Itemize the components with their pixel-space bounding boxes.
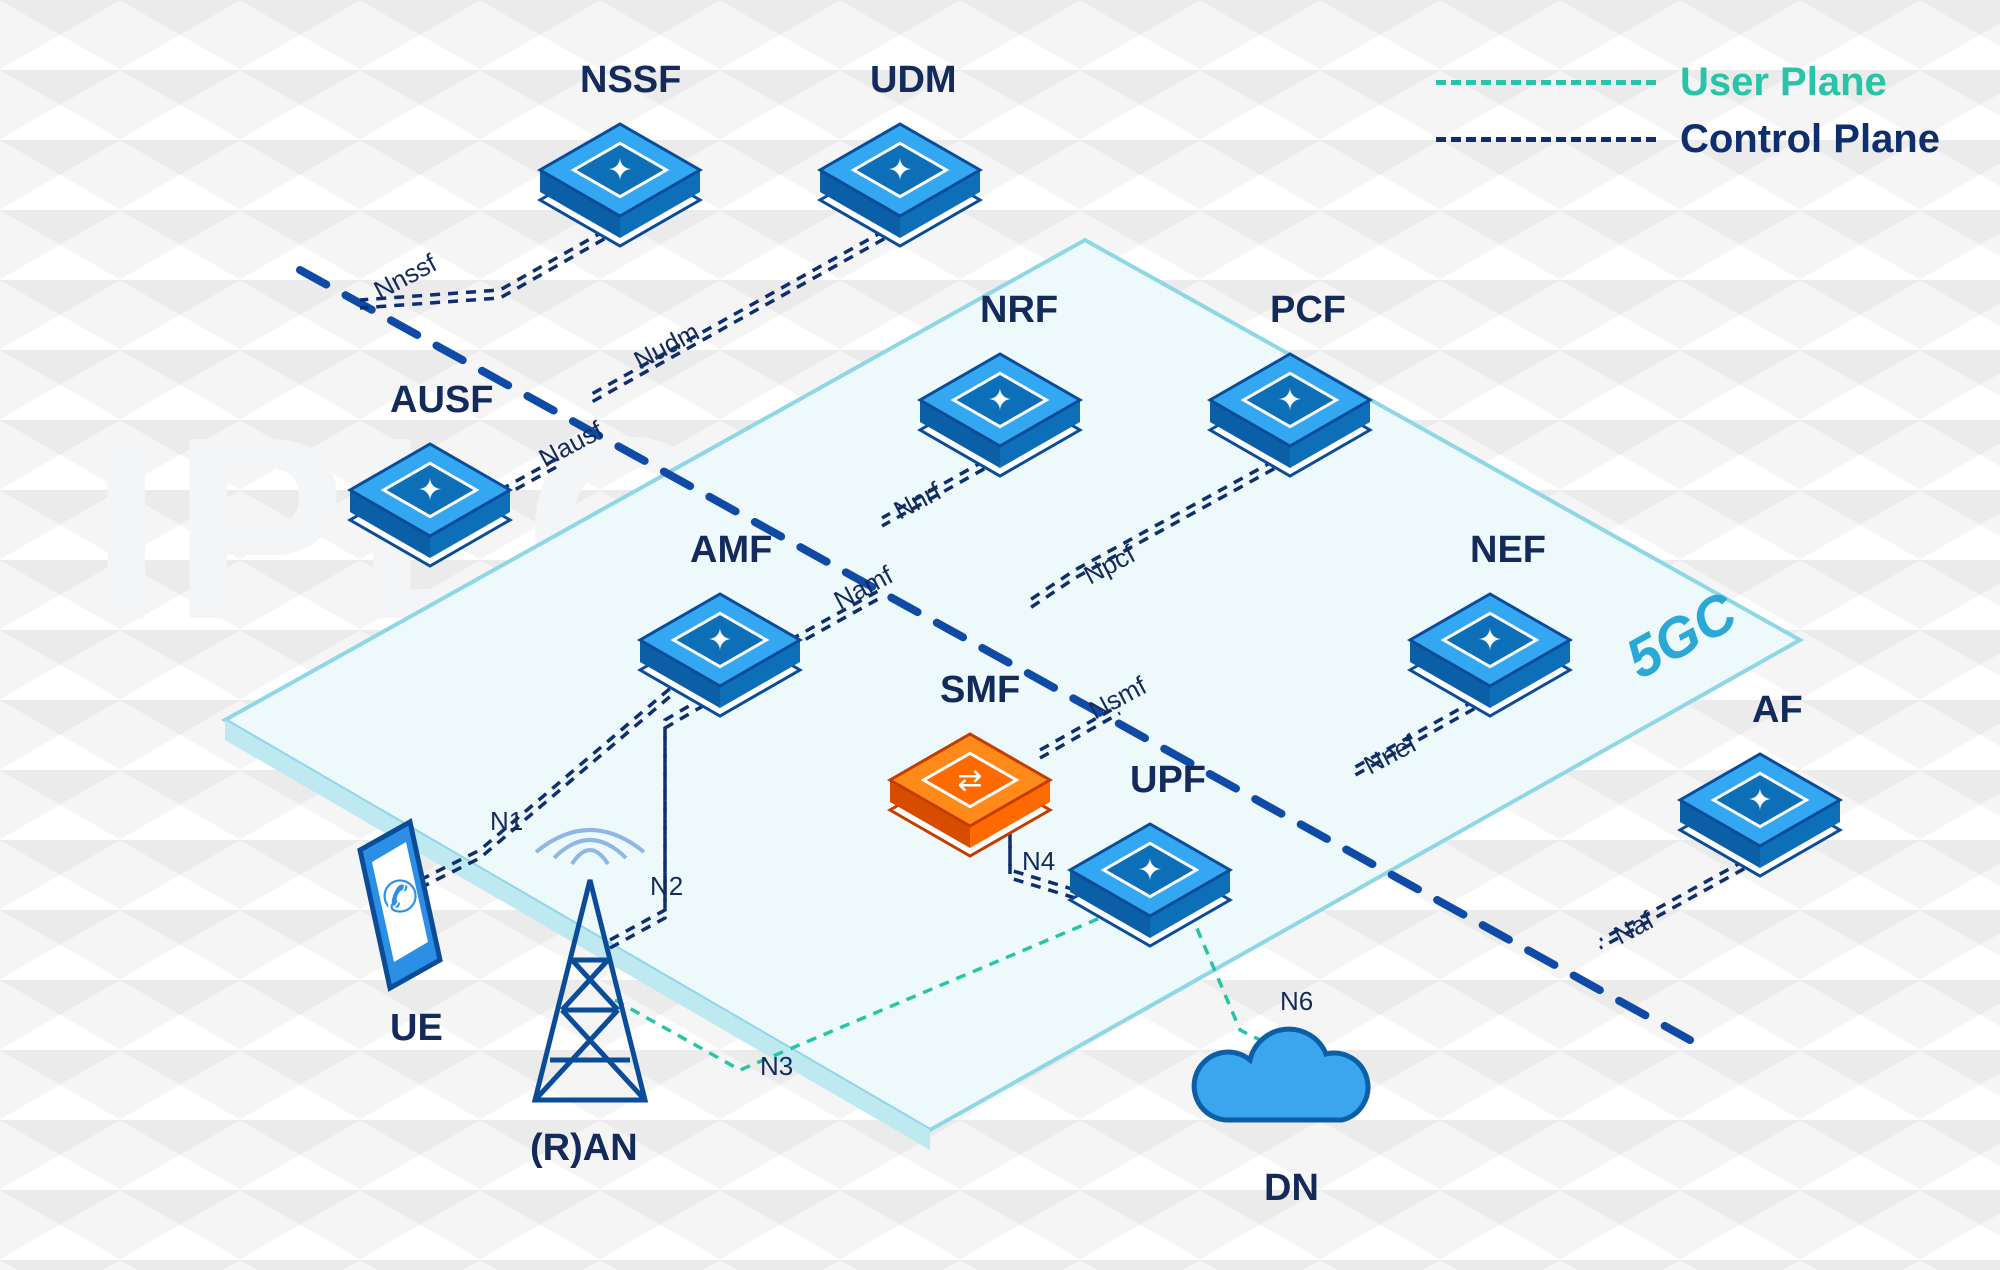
svg-text:✦: ✦ xyxy=(1747,784,1772,817)
svg-text:✦: ✦ xyxy=(887,154,912,187)
dn-label: DN xyxy=(1264,1167,1319,1209)
diagram-canvas: 5GC NnssfNudmNausfNnrfNpcfNamfNsmfNnefNa… xyxy=(0,0,2000,1270)
legend-line-user xyxy=(1436,80,1656,85)
node-udm: ✦ xyxy=(820,124,980,246)
svg-text:✦: ✦ xyxy=(607,154,632,187)
node-label-upf: UPF xyxy=(1130,759,1206,801)
node-label-nef: NEF xyxy=(1470,529,1546,571)
node-label-nrf: NRF xyxy=(980,289,1058,331)
edge-label-naf: Naf xyxy=(1609,904,1659,950)
node-label-af: AF xyxy=(1752,689,1803,731)
legend-line-control xyxy=(1436,137,1656,142)
svg-text:✦: ✦ xyxy=(1137,854,1162,887)
legend-label-user: User Plane xyxy=(1680,60,1887,105)
legend-user-plane: User Plane xyxy=(1436,60,1940,105)
legend: User Plane Control Plane xyxy=(1436,60,1940,174)
node-af: ✦ xyxy=(1680,754,1840,876)
node-label-smf: SMF xyxy=(940,669,1020,711)
node-label-nssf: NSSF xyxy=(580,59,681,101)
edge-label-n4: N4 xyxy=(1022,846,1055,876)
node-label-udm: UDM xyxy=(870,59,957,101)
node-label-ausf: AUSF xyxy=(390,379,493,421)
ran-label: (R)AN xyxy=(530,1127,638,1169)
ue-label: UE xyxy=(390,1007,443,1049)
edge-label-n2: N2 xyxy=(650,871,683,901)
svg-text:✦: ✦ xyxy=(987,384,1012,417)
node-label-amf: AMF xyxy=(690,529,772,571)
edge-label-n3: N3 xyxy=(760,1051,793,1081)
svg-text:✦: ✦ xyxy=(1477,624,1502,657)
dn-cloud: DN xyxy=(1194,1029,1368,1209)
edge-label-n6: N6 xyxy=(1280,986,1313,1016)
node-label-pcf: PCF xyxy=(1270,289,1346,331)
node-ausf: ✦ xyxy=(350,444,510,566)
legend-control-plane: Control Plane xyxy=(1436,117,1940,162)
svg-text:✦: ✦ xyxy=(1277,384,1302,417)
svg-text:✦: ✦ xyxy=(417,474,442,507)
svg-text:✆: ✆ xyxy=(382,873,419,922)
edge-label-nudm: Nudm xyxy=(629,316,704,375)
svg-text:✦: ✦ xyxy=(707,624,732,657)
node-nssf: ✦ xyxy=(540,124,700,246)
svg-text:⇄: ⇄ xyxy=(957,764,982,797)
legend-label-control: Control Plane xyxy=(1680,117,1940,162)
edge-label-n1: N1 xyxy=(490,806,523,836)
